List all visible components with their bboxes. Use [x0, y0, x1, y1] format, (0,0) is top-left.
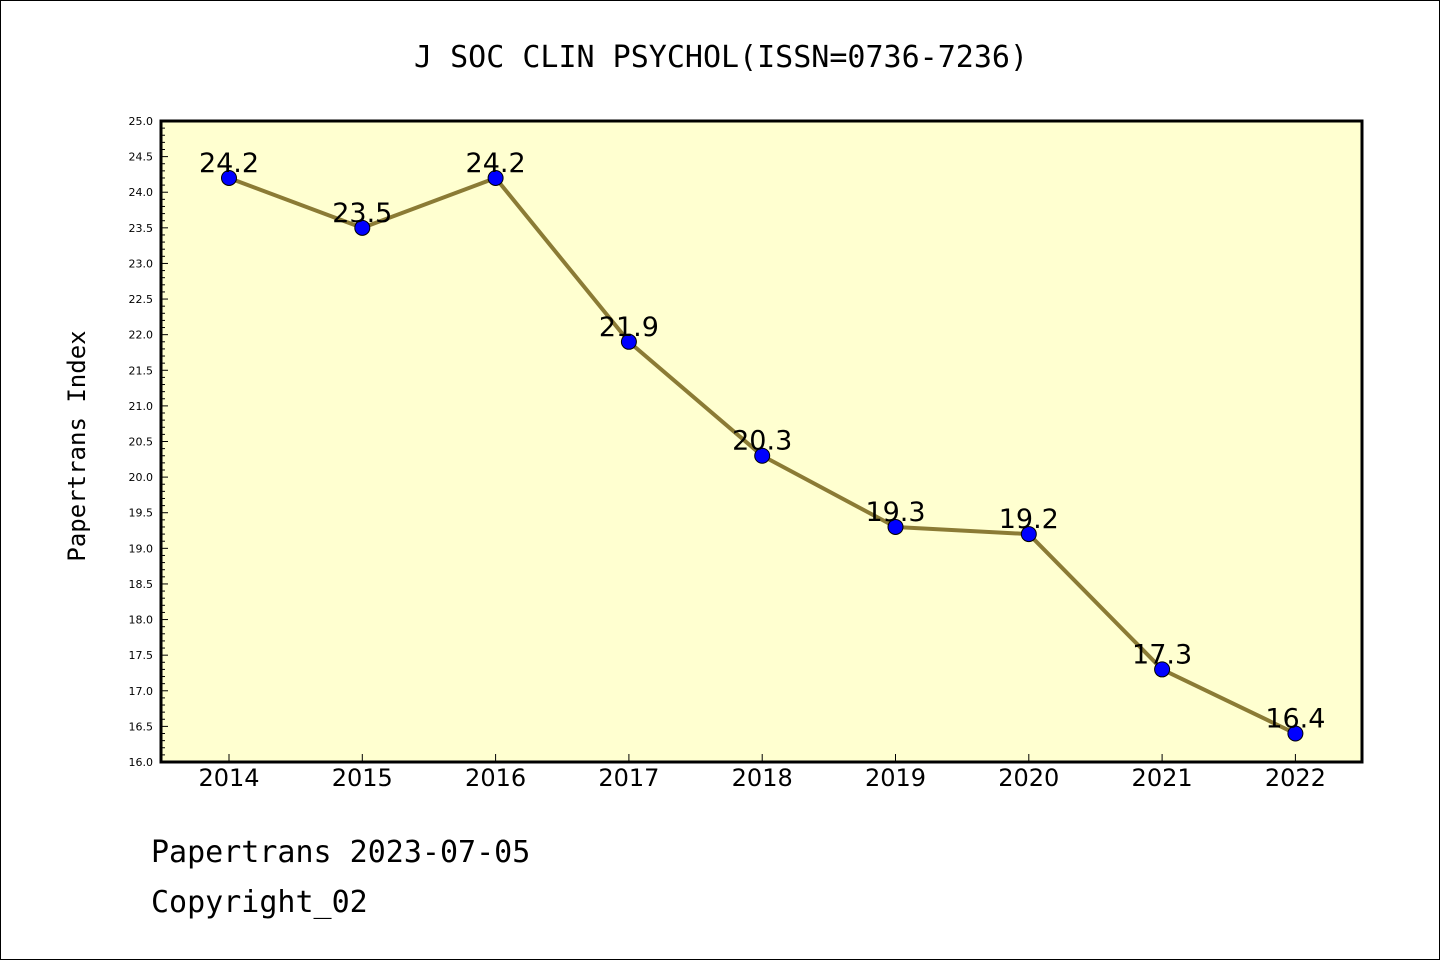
x-tick-label: 2014 [198, 764, 259, 792]
data-point [887, 518, 904, 535]
y-tick-label: 22.5 [129, 293, 154, 306]
y-tick-label: 19.5 [129, 507, 154, 520]
chart-title: J SOC CLIN PSYCHOL(ISSN=0736-7236) [414, 40, 1028, 75]
data-label: 17.3 [1132, 639, 1192, 670]
y-tick-label: 21.0 [129, 400, 154, 413]
y-tick-label: 16.5 [129, 720, 154, 733]
x-tick-label: 2015 [332, 764, 393, 792]
y-tick-label: 25.0 [129, 115, 154, 128]
data-label: 23.5 [332, 198, 392, 229]
footer-date: Papertrans 2023-07-05 [151, 835, 531, 870]
plot-border [159, 119, 1364, 764]
footer-copyright: Copyright_02 [151, 885, 368, 920]
data-point [1287, 725, 1304, 742]
y-tick-label: 19.0 [129, 542, 154, 555]
y-axis-label: Papertrans Index [63, 330, 91, 561]
y-tick-label: 18.5 [129, 578, 154, 591]
x-tick-label: 2019 [865, 764, 926, 792]
data-label: 20.3 [732, 426, 792, 457]
data-label: 21.9 [599, 312, 659, 343]
y-tick-label: 24.0 [129, 186, 154, 199]
y-tick-label: 16.0 [129, 756, 154, 769]
y-tick-label: 20.5 [129, 436, 154, 449]
y-tick-label: 20.0 [129, 471, 154, 484]
data-label: 16.4 [1265, 704, 1325, 735]
x-tick-label: 2016 [465, 764, 526, 792]
data-point [620, 333, 637, 350]
data-labels: 24.2 23.5 24.2 21.9 20.3 19.3 19.2 17.3 16.4 [199, 148, 1326, 735]
data-point [754, 447, 771, 464]
x-tick-label: 2017 [598, 764, 659, 792]
y-tick-label: 18.0 [129, 614, 154, 627]
y-tick-label: 21.5 [129, 364, 154, 377]
y-tick-label: 23.0 [129, 257, 154, 270]
data-label: 24.2 [199, 148, 259, 179]
data-label: 24.2 [466, 148, 526, 179]
y-tick-label: 22.0 [129, 329, 154, 342]
data-point [221, 169, 237, 186]
x-tick-label: 2022 [1265, 764, 1326, 792]
y-tick-label: 17.5 [129, 649, 154, 662]
data-point [354, 219, 371, 236]
data-label: 19.3 [865, 497, 925, 528]
x-tick-label: 2021 [1132, 764, 1193, 792]
data-point [1154, 661, 1171, 678]
y-tick-label: 24.5 [129, 151, 154, 164]
x-tick-label: 2018 [732, 764, 793, 792]
y-tick-label: 17.0 [129, 685, 154, 698]
y-tick-label: 23.5 [129, 222, 154, 235]
x-tick-label: 2020 [998, 764, 1059, 792]
series [221, 169, 1304, 742]
data-point [487, 169, 504, 186]
data-point [1020, 526, 1037, 543]
data-label: 19.2 [999, 504, 1059, 535]
